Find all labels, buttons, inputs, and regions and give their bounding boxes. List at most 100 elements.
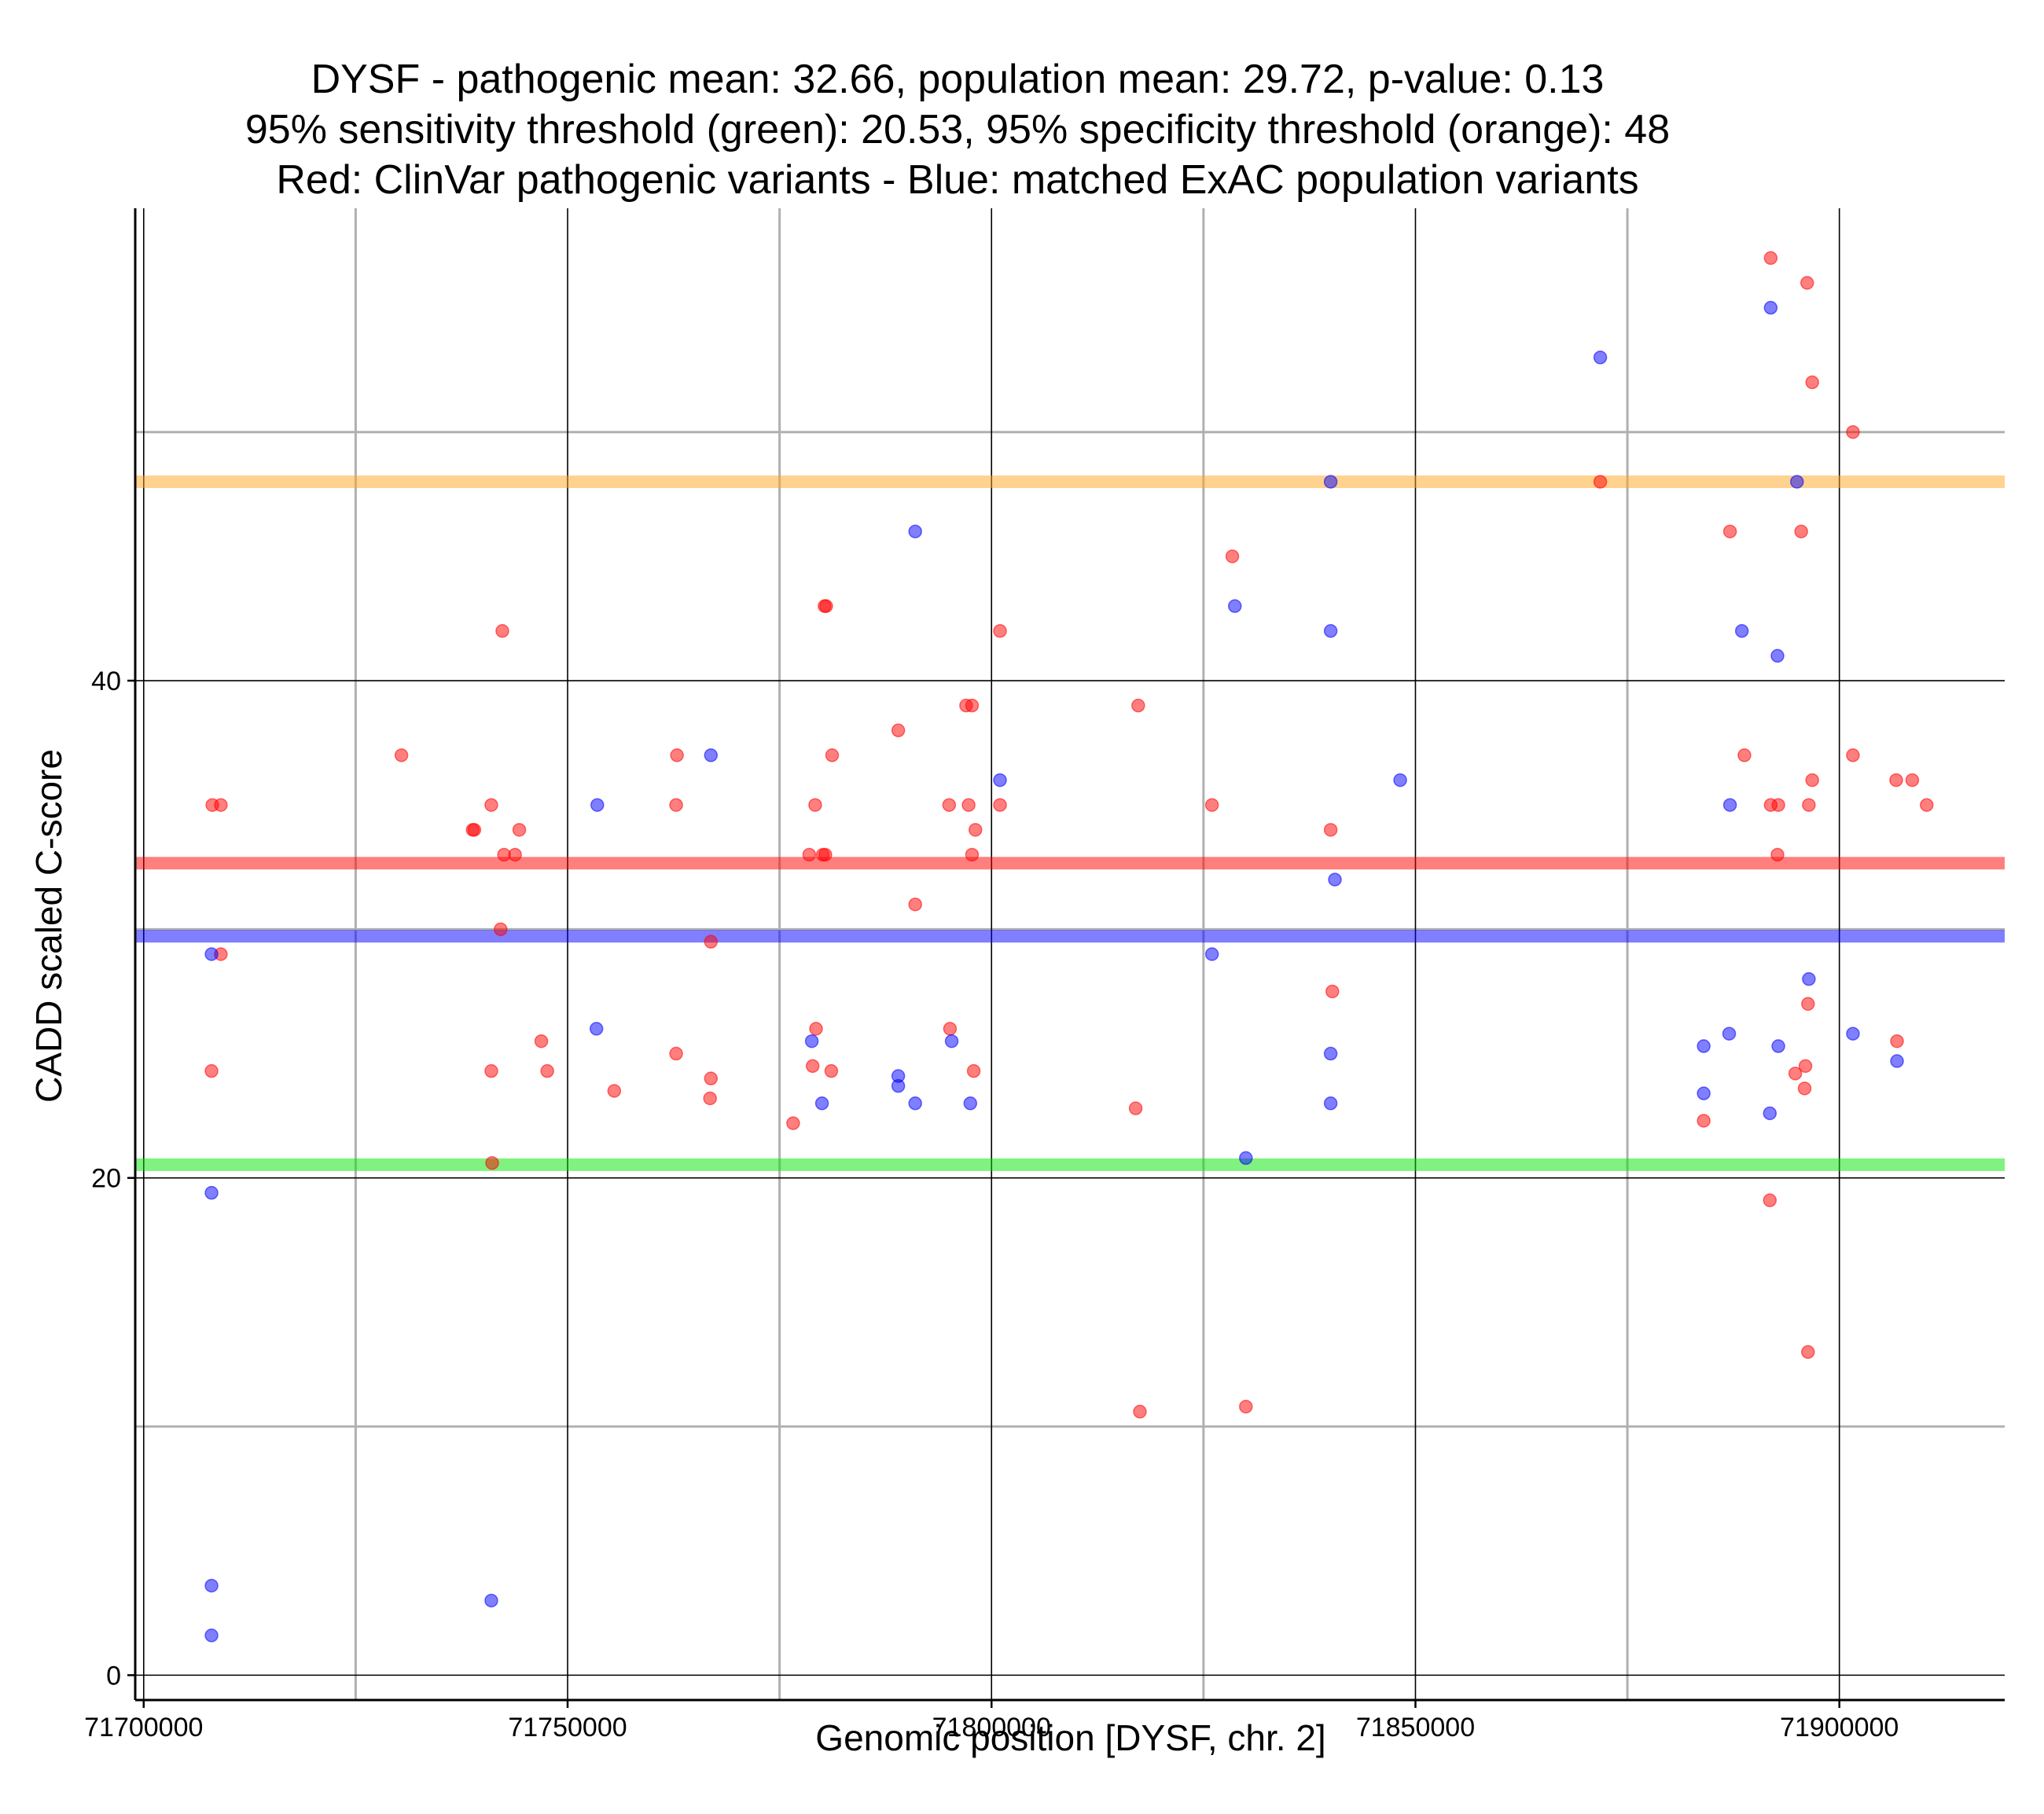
pathogenic-point (1788, 1067, 1803, 1081)
pathogenic-point (485, 1155, 499, 1170)
population-point (1323, 1046, 1338, 1061)
pathogenic-point (484, 798, 498, 812)
pathogenic-point (1770, 847, 1785, 862)
threshold-lines (135, 475, 2005, 1171)
pathogenic-point (495, 624, 509, 638)
population-point (1204, 947, 1219, 961)
population-point (1846, 1026, 1860, 1041)
pathogenic-point (1593, 475, 1608, 489)
population-point (1763, 300, 1778, 315)
x-tick-label: 71700000 (84, 1713, 203, 1742)
population-point (1228, 599, 1242, 613)
title-line-2: 95% sensitivity threshold (green): 20.53… (245, 107, 1670, 152)
pathogenic-point (961, 798, 976, 812)
pathogenic-point (607, 1084, 622, 1098)
pathogenic-point (1323, 823, 1338, 837)
population-point (908, 1096, 922, 1111)
y-tick-label: 20 (91, 1164, 121, 1194)
pathogenic-point (467, 823, 482, 837)
pathogenic-point (809, 1022, 823, 1036)
pathogenic-point (540, 1063, 554, 1078)
pathogenic-point (704, 935, 719, 949)
pathogenic-point (942, 798, 957, 812)
population-point (1239, 1151, 1253, 1166)
x-tick-label: 71850000 (1356, 1713, 1475, 1742)
pathogenic-point (1794, 524, 1808, 538)
population-point (590, 798, 605, 812)
pathogenic-point (670, 748, 684, 762)
pathogenic-point (1128, 1101, 1143, 1115)
population-point (1393, 773, 1407, 788)
pathogenic-point (965, 698, 980, 713)
pathogenic-point (1737, 748, 1752, 762)
pathogenic-point (1204, 798, 1219, 812)
title-line-1: DYSF - pathogenic mean: 32.66, populatio… (311, 57, 1605, 102)
population-point (1890, 1054, 1904, 1068)
pathogenic-point (1722, 524, 1737, 538)
population-point (804, 1034, 819, 1048)
pathogenic-point (824, 1063, 839, 1078)
population-point (1763, 1106, 1777, 1121)
population-point (908, 524, 922, 538)
pathogenic-point (1763, 251, 1778, 266)
gridlines (135, 208, 2005, 1700)
pathogenic-point (494, 922, 508, 937)
pathogenic-point (1239, 1399, 1253, 1414)
population-point (1770, 648, 1785, 663)
population-point (484, 1593, 498, 1608)
x-tick-label: 71750000 (508, 1713, 627, 1742)
population-point (993, 773, 1007, 788)
pathogenic-point (394, 748, 409, 762)
population-point (963, 1096, 978, 1111)
pathogenic-point (966, 1063, 981, 1078)
pathogenic-point (1801, 997, 1815, 1012)
x-tick-label: 71800000 (932, 1713, 1051, 1742)
pathogenic-point (1797, 1081, 1812, 1096)
population-point (204, 1629, 219, 1643)
pathogenic-point (1805, 773, 1819, 788)
population-point (1697, 1039, 1711, 1053)
pathogenic-point (1133, 1405, 1147, 1419)
pathogenic-point (508, 847, 522, 862)
pathogenic-point (825, 748, 840, 762)
population-point (1323, 1096, 1338, 1111)
pathogenic-point (214, 798, 228, 812)
population-point (204, 947, 219, 961)
pathogenic-point (965, 847, 980, 862)
pathogenic-point (1890, 1034, 1904, 1048)
population-point (1734, 624, 1749, 638)
pathogenic-point (1889, 773, 1903, 788)
x-axis-label: Genomic position [DYSF, chr. 2] (815, 1717, 1325, 1758)
pathogenic-point (512, 823, 527, 837)
pathogenic-point (1920, 798, 1934, 812)
population-point (1771, 1039, 1785, 1053)
pathogenic-point (669, 1046, 683, 1061)
population-point (1323, 624, 1338, 638)
data-points (204, 251, 1934, 1643)
population-point (1722, 1026, 1737, 1041)
pathogenic-point (969, 823, 983, 837)
pathogenic-point (805, 1059, 820, 1074)
pathogenic-point (891, 723, 906, 738)
population-point (1790, 475, 1804, 489)
pathogenic-point (704, 1071, 719, 1085)
y-tick-label: 0 (106, 1661, 121, 1691)
pathogenic-point (1846, 748, 1860, 762)
pathogenic-point (786, 1116, 800, 1130)
pathogenic-point (1800, 276, 1814, 290)
pathogenic-point (808, 798, 822, 812)
pathogenic-point (669, 798, 683, 812)
pathogenic-point (1802, 798, 1816, 812)
y-axis-label: CADD scaled C-score (28, 749, 69, 1103)
population-point (1593, 351, 1608, 365)
pathogenic-point (1225, 549, 1240, 564)
population-point (204, 1578, 219, 1593)
population-point (1323, 475, 1338, 489)
population-point (1722, 798, 1737, 812)
chart-title: DYSF - pathogenic mean: 32.66, populatio… (245, 57, 1670, 203)
pathogenic-point (1805, 375, 1819, 390)
population-point (1697, 1086, 1711, 1100)
pathogenic-point (204, 1063, 219, 1078)
